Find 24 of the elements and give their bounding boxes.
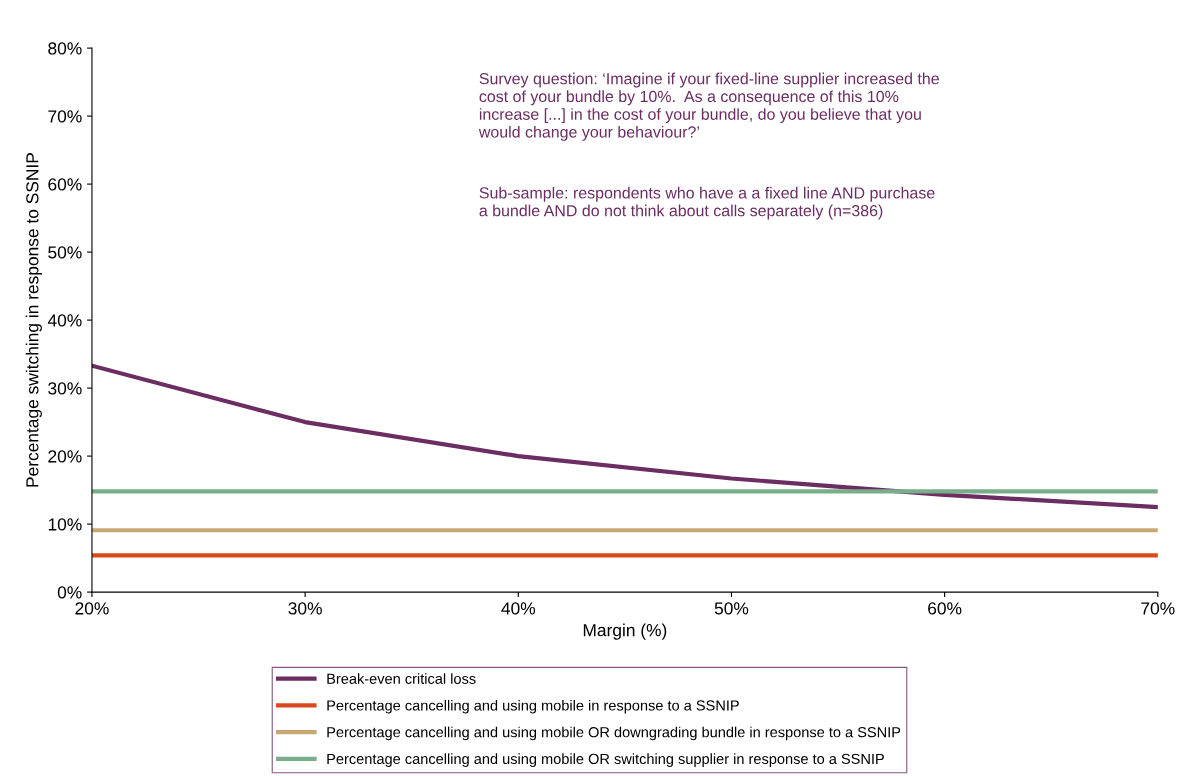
legend-label: Percentage cancelling and using mobile in response to a SSNIP: [327, 699, 739, 714]
x-tick-label: 30%: [288, 602, 322, 615]
x-tick-label: 40%: [501, 602, 536, 615]
y-axis-title: Percentage switching in response to SSNIP: [25, 153, 42, 487]
x-tick-label: 70%: [1141, 602, 1175, 615]
y-tick-label: 50%: [48, 246, 82, 259]
x-tick-label: 60%: [928, 602, 962, 615]
legend-label: Percentage cancelling and using mobile OR switching supplier in response to a SSNIP: [327, 753, 884, 767]
x-axis-title: Margin (%): [583, 623, 667, 640]
y-tick-label: 70%: [48, 110, 82, 123]
y-tick-label: 30%: [48, 382, 82, 395]
legend-label: Break-even critical loss: [327, 673, 476, 684]
annotation: Survey question: ‘Imagine if your fixed-line supplier increased the cost of your bundle by 10%. As a consequence of this 10% increase [...] in the cost of your bundle, do you believe that you would change your behaviour?’: [478, 72, 939, 141]
y-tick-label: 20%: [48, 450, 82, 463]
y-tick-label: 80%: [48, 42, 82, 55]
x-tick-label: 20%: [75, 602, 109, 615]
y-tick-label: 10%: [48, 518, 82, 531]
y-tick-label: 40%: [47, 314, 82, 327]
legend-label: Percentage cancelling and using mobile OR downgrading bundle in response to a SSNIP: [327, 726, 901, 741]
y-tick-label: 60%: [48, 178, 82, 191]
line-series: [91, 363, 1158, 510]
annotation: Sub-sample: respondents who have a a fixed line AND purchase a bundle AND do not think about calls separately (n=386): [479, 186, 935, 220]
y-tick-label: 0%: [57, 586, 82, 599]
x-tick-label: 50%: [714, 602, 749, 615]
